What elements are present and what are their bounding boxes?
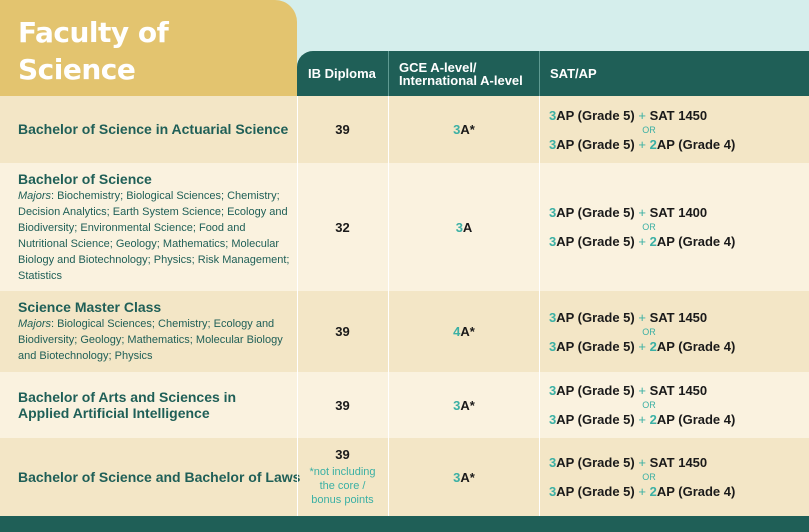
column-divider — [388, 96, 389, 163]
column-divider — [539, 372, 540, 438]
gce-requirement: 3A* — [389, 96, 539, 163]
ib-score-value: 39 — [335, 122, 350, 137]
programme-name: Science Master Class — [18, 299, 162, 315]
programme-cell: Science Master Class Majors: Biological … — [18, 299, 290, 364]
majors-text: : Biochemistry; Biological Sciences; Che… — [18, 190, 290, 282]
faculty-title-line-1: Faculty of — [18, 16, 169, 49]
column-divider — [297, 163, 298, 291]
programme-name: Bachelor of Science in Actuarial Science — [18, 121, 289, 137]
column-divider — [297, 291, 298, 372]
faculty-title-tab: Faculty of Science — [0, 0, 297, 96]
or-separator: OR — [642, 472, 656, 482]
ib-score: 32 — [297, 163, 388, 291]
ib-score: 39 — [297, 372, 388, 438]
sat-ap-requirement: 3AP (Grade 5) + SAT 1450 OR 3AP (Grade 5… — [549, 372, 749, 438]
gce-grade: A* — [460, 397, 475, 413]
column-divider — [388, 291, 389, 372]
column-divider — [539, 163, 540, 291]
gce-count: 4 — [453, 324, 461, 339]
sat-option-2: 3AP (Grade 5) + 2AP (Grade 4) — [549, 136, 736, 152]
or-separator: OR — [642, 222, 656, 232]
majors-list: Majors: Biochemistry; Biological Science… — [18, 188, 290, 284]
column-divider — [388, 372, 389, 438]
header-divider — [388, 51, 389, 96]
gce-count: 3 — [453, 469, 461, 485]
programme-name: Bachelor of Arts and Sciences in Applied… — [18, 389, 237, 421]
majors-list: Majors: Biological Sciences; Chemistry; … — [18, 316, 290, 364]
table-header: IB Diploma GCE A-level/ International A-… — [297, 51, 809, 96]
column-divider — [539, 291, 540, 372]
gce-count: 3 — [453, 122, 461, 137]
sat-option-1: 3AP (Grade 5) + SAT 1450 — [549, 383, 708, 398]
table-row: Bachelor of Science Majors: Biochemistry… — [0, 163, 809, 291]
gce-requirement: 3A* — [389, 372, 539, 438]
programme-cell: Bachelor of Science Majors: Biochemistry… — [18, 171, 290, 284]
column-divider — [297, 372, 298, 438]
ib-score: 39 — [297, 291, 388, 372]
or-separator: OR — [642, 400, 656, 410]
majors-label: Majors — [18, 318, 52, 330]
gce-requirement: 3A* — [389, 438, 539, 516]
column-divider — [388, 438, 389, 516]
gce-grade: A* — [460, 324, 475, 339]
sat-ap-requirement: 3AP (Grade 5) + SAT 1400 OR 3AP (Grade 5… — [549, 163, 749, 291]
ib-score: 39 — [297, 96, 388, 163]
programme-name: Bachelor of Science — [18, 171, 152, 187]
table-row: Bachelor of Arts and Sciences in Applied… — [0, 372, 809, 438]
ib-score-value: 39 — [335, 324, 350, 339]
sat-option-1: 3AP (Grade 5) + SAT 1450 — [549, 309, 708, 325]
sat-ap-requirement: 3AP (Grade 5) + SAT 1450 OR 3AP (Grade 5… — [549, 291, 749, 372]
ib-footnote: *not including the core / bonus points — [309, 466, 376, 506]
programme-cell: Bachelor of Arts and Sciences in Applied… — [18, 389, 258, 421]
ib-score: 39 *not including the core / bonus point… — [297, 438, 388, 516]
programme-name: Bachelor of Science and Bachelor of Laws — [18, 469, 301, 485]
column-divider — [388, 163, 389, 291]
header-divider — [539, 51, 540, 96]
column-divider — [539, 96, 540, 163]
column-divider — [297, 96, 298, 163]
gce-grade: A* — [460, 122, 475, 137]
or-separator: OR — [642, 326, 656, 337]
sat-ap-requirement: 3AP (Grade 5) + SAT 1450 OR 3AP (Grade 5… — [549, 96, 749, 163]
majors-label: Majors — [18, 190, 52, 202]
column-divider — [539, 438, 540, 516]
header-sat: SAT/AP — [550, 66, 597, 81]
header-ib: IB Diploma — [308, 66, 376, 81]
gce-requirement: 4A* — [389, 291, 539, 372]
programme-cell: Bachelor of Science in Actuarial Science — [18, 121, 288, 137]
sat-option-2: 3AP (Grade 5) + 2AP (Grade 4) — [549, 412, 736, 427]
ib-score-value: 39 — [335, 447, 350, 462]
faculty-title: Faculty of Science — [18, 14, 169, 88]
ib-score-value: 32 — [335, 219, 350, 235]
sat-option-1: 3AP (Grade 5) + SAT 1450 — [549, 455, 708, 470]
sat-option-1: 3AP (Grade 5) + SAT 1450 — [549, 107, 708, 123]
gce-requirement: 3A — [389, 163, 539, 291]
gce-grade: A* — [460, 469, 475, 485]
sat-option-2: 3AP (Grade 5) + 2AP (Grade 4) — [549, 338, 736, 354]
footer-bar — [0, 516, 809, 532]
ib-score-value: 39 — [335, 397, 350, 413]
table-row: Science Master Class Majors: Biological … — [0, 291, 809, 372]
programme-cell: Bachelor of Science and Bachelor of Laws — [18, 469, 300, 485]
gce-grade: A — [462, 219, 473, 235]
gce-count: 3 — [455, 219, 463, 235]
sat-ap-requirement: 3AP (Grade 5) + SAT 1450 OR 3AP (Grade 5… — [549, 438, 749, 516]
table-row: Bachelor of Science and Bachelor of Laws… — [0, 438, 809, 516]
faculty-title-line-2: Science — [18, 53, 136, 86]
sat-option-2: 3AP (Grade 5) + 2AP (Grade 4) — [549, 484, 736, 499]
gce-count: 3 — [453, 397, 461, 413]
table-row: Bachelor of Science in Actuarial Science… — [0, 96, 809, 163]
header-gce-line-1: GCE A-level/ — [399, 59, 477, 75]
column-divider — [297, 438, 298, 516]
sat-option-1: 3AP (Grade 5) + SAT 1400 — [549, 205, 708, 220]
majors-text: : Biological Sciences; Chemistry; Ecolog… — [18, 318, 283, 362]
sat-option-2: 3AP (Grade 5) + 2AP (Grade 4) — [549, 234, 736, 249]
header-gce-line-2: International A-level — [399, 72, 523, 88]
header-gce: GCE A-level/ International A-level — [399, 51, 523, 96]
or-separator: OR — [642, 124, 656, 135]
